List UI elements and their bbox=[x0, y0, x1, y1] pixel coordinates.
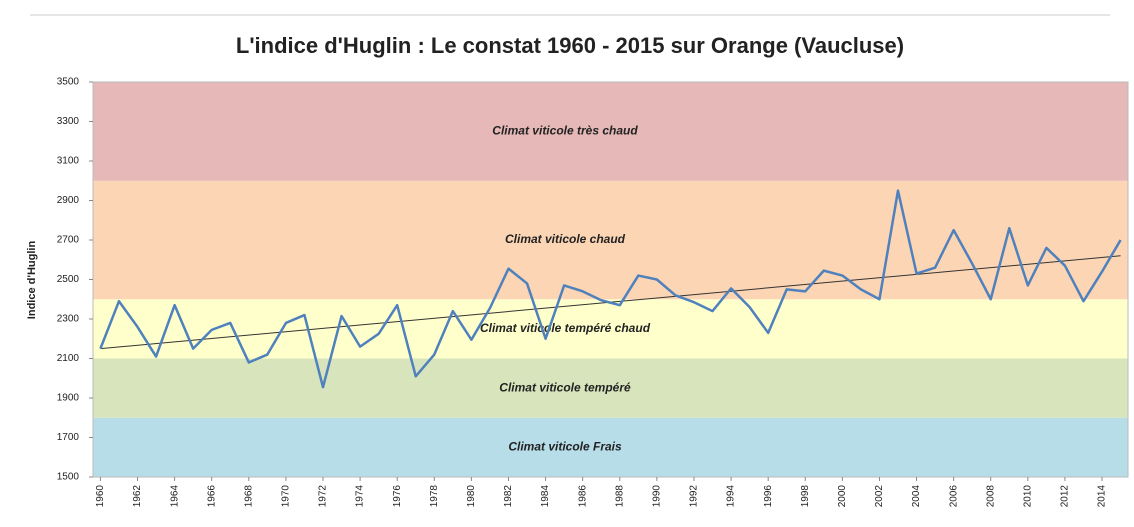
x-tick-label: 1972 bbox=[318, 485, 329, 508]
x-tick-label: 1996 bbox=[763, 485, 774, 508]
x-tick-label: 2006 bbox=[948, 485, 959, 508]
y-tick-label: 3100 bbox=[57, 156, 80, 167]
x-tick-label: 1994 bbox=[726, 485, 737, 508]
x-tick-label: 1990 bbox=[652, 485, 663, 508]
climate-band bbox=[93, 180, 1128, 300]
band-label: Climat viticole très chaud bbox=[492, 124, 638, 138]
x-tick-label: 1968 bbox=[243, 485, 254, 508]
y-tick-label: 2700 bbox=[57, 235, 80, 246]
x-tick-label: 1970 bbox=[281, 485, 292, 508]
x-tick-label: 2000 bbox=[837, 485, 848, 508]
y-tick-label: 3300 bbox=[57, 116, 80, 127]
climate-band bbox=[93, 417, 1128, 477]
y-tick-label: 2900 bbox=[57, 195, 80, 206]
climate-band bbox=[93, 358, 1128, 418]
x-tick-label: 2008 bbox=[985, 485, 996, 508]
x-tick-label: 1986 bbox=[577, 485, 588, 508]
band-label: Climat viticole tempéré bbox=[499, 380, 631, 394]
x-tick-label: 1992 bbox=[689, 485, 700, 508]
x-tick-label: 1964 bbox=[169, 485, 180, 508]
x-tick-label: 1988 bbox=[614, 485, 625, 508]
band-label: Climat viticole Frais bbox=[508, 440, 622, 454]
x-tick-label: 1966 bbox=[206, 485, 217, 508]
y-tick-label: 2300 bbox=[57, 314, 80, 325]
chart-title: L'indice d'Huglin : Le constat 1960 - 20… bbox=[236, 33, 904, 58]
x-tick-label: 1982 bbox=[503, 485, 514, 508]
y-tick-label: 1900 bbox=[57, 393, 80, 404]
x-tick-label: 2002 bbox=[874, 485, 885, 508]
x-tick-label: 1984 bbox=[540, 485, 551, 508]
x-tick-label: 2004 bbox=[911, 485, 922, 508]
x-tick-label: 2010 bbox=[1022, 485, 1033, 508]
x-tick-label: 1974 bbox=[355, 485, 366, 508]
y-tick-label: 2100 bbox=[57, 353, 80, 364]
data-line bbox=[99, 189, 1122, 389]
band-label: Climat viticole tempéré chaud bbox=[480, 321, 651, 335]
climate-band bbox=[93, 82, 1128, 181]
y-tick-label: 1700 bbox=[57, 432, 80, 443]
x-tick-label: 1978 bbox=[429, 485, 440, 508]
climate-band bbox=[93, 299, 1128, 359]
y-tick-label: 2500 bbox=[57, 274, 80, 285]
y-tick-label: 1500 bbox=[57, 472, 80, 483]
y-tick-label: 3500 bbox=[57, 77, 80, 88]
x-tick-label: 1980 bbox=[466, 485, 477, 508]
x-tick-label: 1962 bbox=[132, 485, 143, 508]
x-tick-label: 2014 bbox=[1097, 485, 1108, 508]
y-axis-label: Indice d'Huglin bbox=[26, 241, 38, 320]
band-label: Climat viticole chaud bbox=[505, 232, 626, 246]
x-tick-label: 1960 bbox=[95, 485, 106, 508]
x-tick-label: 1976 bbox=[392, 485, 403, 508]
x-tick-label: 2012 bbox=[1060, 485, 1071, 508]
x-tick-label: 1998 bbox=[800, 485, 811, 508]
